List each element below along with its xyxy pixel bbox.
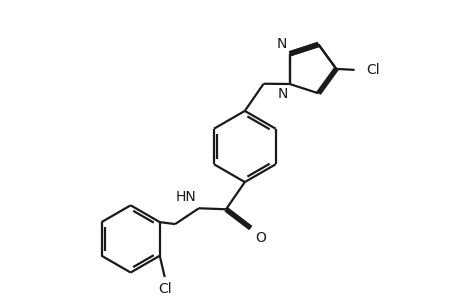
- Text: HN: HN: [175, 190, 196, 204]
- Text: N: N: [277, 87, 287, 101]
- Text: O: O: [255, 230, 266, 244]
- Text: N: N: [276, 37, 287, 51]
- Text: Cl: Cl: [157, 282, 171, 296]
- Text: Cl: Cl: [365, 63, 379, 77]
